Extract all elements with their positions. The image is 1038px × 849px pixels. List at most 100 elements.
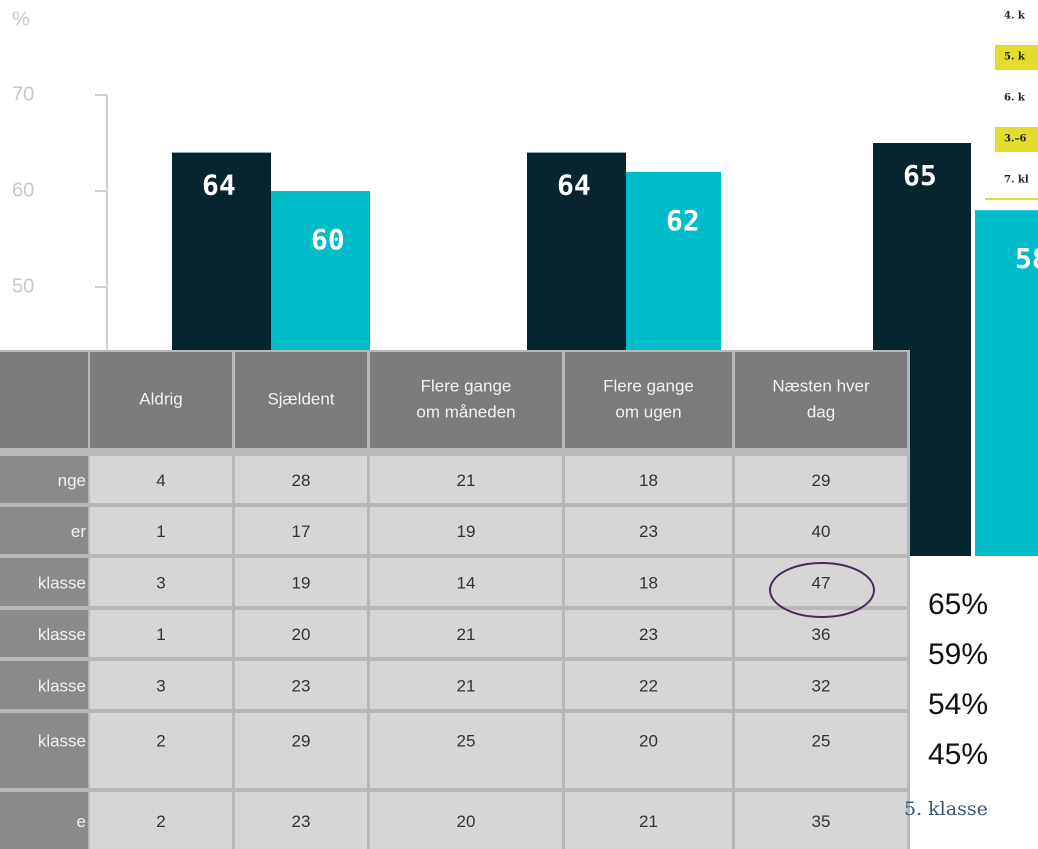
header-cell — [370, 352, 562, 448]
header-cell — [565, 352, 732, 448]
cell — [735, 558, 907, 606]
cell-value: 36 — [812, 625, 831, 644]
bar-label: 60 — [311, 223, 345, 256]
cell-value: 3 — [156, 573, 165, 592]
bar-label: 64 — [557, 169, 591, 202]
cell — [565, 661, 732, 709]
header-cell — [0, 352, 88, 448]
percentage: 65% — [928, 588, 988, 621]
row-label: e — [77, 812, 86, 831]
legend-swatch — [995, 86, 1038, 111]
row-label-cell — [0, 610, 88, 657]
cell — [90, 610, 232, 657]
cell-value: 19 — [292, 573, 311, 592]
header-text: om måneden — [416, 402, 515, 421]
row-label-cell — [0, 661, 88, 709]
cell-value: 18 — [639, 471, 658, 490]
cell — [565, 792, 732, 849]
row-label-cell — [0, 792, 88, 849]
y-tick-label: 60 — [12, 179, 34, 201]
cell — [735, 792, 907, 849]
cell — [235, 713, 367, 788]
cell — [735, 456, 907, 503]
legend-label: 3.–6 — [1004, 134, 1026, 145]
cell-value: 3 — [156, 676, 165, 695]
cell — [235, 610, 367, 657]
highlight-circle — [769, 562, 875, 618]
bar-label: 65 — [903, 159, 937, 192]
percentage: 45% — [928, 738, 988, 771]
cell — [235, 456, 367, 503]
y-tick-label: 70 — [12, 83, 34, 105]
row-label: klasse — [38, 676, 86, 695]
cell-value: 25 — [812, 731, 831, 750]
cell — [235, 661, 367, 709]
cell-value: 14 — [457, 573, 476, 592]
cell-value: 25 — [457, 731, 476, 750]
cell — [370, 792, 562, 849]
legend-label: 6. k — [1004, 93, 1026, 104]
bar-label: 64 — [202, 169, 236, 202]
cell — [235, 558, 367, 606]
cell — [735, 713, 907, 788]
header-text: om ugen — [615, 402, 681, 421]
cell-value: 1 — [156, 522, 165, 541]
header-cell — [235, 352, 367, 448]
cell-value: 21 — [457, 676, 476, 695]
row-label: klasse — [38, 625, 86, 644]
cell — [235, 507, 367, 554]
cell-value: 18 — [639, 573, 658, 592]
row-label: er — [71, 522, 86, 541]
cell-value: 32 — [812, 676, 831, 695]
bar-label: 58 — [1015, 242, 1038, 275]
header-text: dag — [807, 402, 835, 421]
header-text: Aldrig — [139, 389, 182, 408]
cell-value: 47 — [812, 573, 831, 592]
row-label-cell — [0, 713, 88, 788]
cell-value: 35 — [812, 812, 831, 831]
cell — [90, 792, 232, 849]
cell — [90, 713, 232, 788]
header-text: Flere gange — [421, 376, 512, 395]
header-cell — [90, 352, 232, 448]
cell — [235, 792, 367, 849]
cell-value: 40 — [812, 522, 831, 541]
cell — [565, 456, 732, 503]
cell-value: 23 — [639, 522, 658, 541]
header-text: Sjældent — [267, 389, 334, 408]
cell-value: 20 — [457, 812, 476, 831]
cell — [565, 713, 732, 788]
cell — [90, 558, 232, 606]
cell-value: 21 — [457, 471, 476, 490]
cell-value: 23 — [292, 812, 311, 831]
cell-value: 23 — [292, 676, 311, 695]
cell-value: 2 — [156, 812, 165, 831]
cell — [565, 558, 732, 606]
cell — [370, 456, 562, 503]
cell — [370, 610, 562, 657]
header-cell — [735, 352, 907, 448]
cell-value: 29 — [812, 471, 831, 490]
cell-value: 20 — [639, 731, 658, 750]
percentage: 54% — [928, 688, 988, 721]
cell — [370, 661, 562, 709]
cell-value: 22 — [639, 676, 658, 695]
cell-value: 17 — [292, 522, 311, 541]
row-label-cell — [0, 558, 88, 606]
cell-value: 20 — [292, 625, 311, 644]
cell — [370, 558, 562, 606]
row-label: nge — [58, 471, 86, 490]
cell — [565, 610, 732, 657]
row-label-cell — [0, 507, 88, 554]
legend-label: 7. kl — [1004, 175, 1029, 186]
bar — [975, 210, 1038, 556]
legend-label: 4. k — [1004, 11, 1026, 22]
row-label-cell — [0, 456, 88, 503]
cell — [735, 507, 907, 554]
cell-value: 2 — [156, 731, 165, 750]
row-label: klasse — [38, 573, 86, 592]
cell-value: 29 — [292, 731, 311, 750]
cell — [735, 661, 907, 709]
row-label: klasse — [38, 731, 86, 750]
cell-value: 21 — [457, 625, 476, 644]
